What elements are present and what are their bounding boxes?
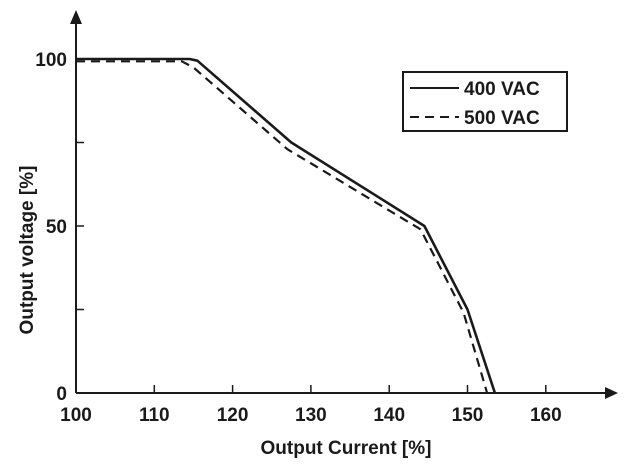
legend-label-500vac: 500 VAC — [464, 108, 540, 129]
y-tick-label-50: 50 — [46, 217, 67, 238]
x-tick-label-160: 160 — [530, 405, 562, 426]
legend-label-400vac: 400 VAC — [464, 79, 540, 100]
y-tick-label-0: 0 — [56, 384, 67, 405]
legend: 400 VAC 500 VAC — [402, 71, 568, 132]
x-tick-label-130: 130 — [295, 405, 327, 426]
x-tick-label-150: 150 — [452, 405, 484, 426]
x-axis-title: Output Current [%] — [261, 438, 432, 459]
series-line-400-vac — [76, 57, 497, 394]
y-axis-title: Output voltage [%] — [17, 166, 38, 335]
legend-box — [402, 71, 568, 132]
tick-labels: 100 110 120 130 140 150 160 0 50 100 — [35, 50, 561, 426]
x-tick-label-100: 100 — [60, 405, 92, 426]
x-tick-label-140: 140 — [373, 405, 405, 426]
x-tick-label-110: 110 — [139, 405, 170, 426]
x-tick-label-120: 120 — [217, 405, 249, 426]
y-axis-arrow — [70, 10, 82, 24]
y-tick-label-100: 100 — [35, 50, 67, 71]
x-axis-arrow — [605, 387, 618, 399]
series-line-500-vac — [76, 60, 489, 394]
series — [76, 57, 497, 394]
